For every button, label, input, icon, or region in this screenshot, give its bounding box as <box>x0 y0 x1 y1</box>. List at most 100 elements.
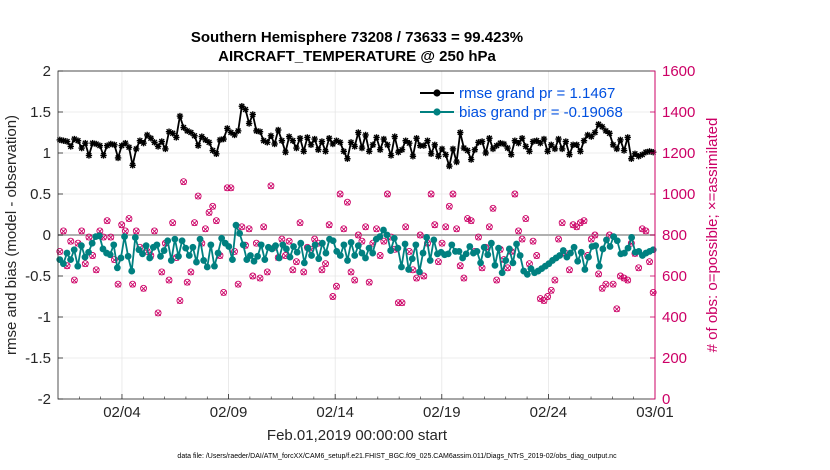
obs-assimilated-marker <box>551 277 558 284</box>
obs-assimilated-stroke <box>406 248 413 255</box>
bias-point <box>628 234 636 241</box>
rmse-point <box>515 139 522 147</box>
obs-possible-marker <box>300 268 308 276</box>
obs-assimilated-marker <box>617 273 624 280</box>
y-axis-left-ticks: 2 1.5 1 0.5 0 -0.5 -1 -1.5 -2 <box>25 63 63 408</box>
obs-assimilated-stroke <box>169 220 176 227</box>
star-stroke <box>544 148 551 155</box>
star-stroke <box>406 140 413 147</box>
obs-assimilated-marker <box>264 269 271 276</box>
legend-rmse-label: rmse grand pr = 1.1467 <box>459 85 615 102</box>
rmse-point <box>471 146 479 153</box>
obs-assimilated-stroke <box>257 275 263 282</box>
obs-assimilated-stroke <box>384 191 391 198</box>
bias-point <box>196 235 204 243</box>
obs-possible-marker <box>474 233 482 241</box>
obs-assimilated-marker <box>402 224 409 231</box>
star-stroke <box>333 137 340 144</box>
obs-assimilated-marker <box>213 218 220 224</box>
rmse-point <box>453 158 460 166</box>
rmse-point <box>457 129 464 136</box>
obs-assimilated-marker <box>126 216 132 222</box>
obs-possible-marker <box>434 258 442 266</box>
star-stroke <box>308 141 314 148</box>
star-stroke <box>184 127 191 134</box>
rmse-point <box>613 145 620 153</box>
star-stroke <box>453 159 460 165</box>
rmse-point <box>391 133 398 140</box>
y-right-tick-label: 600 <box>662 268 687 285</box>
obs-possible-marker <box>78 227 86 235</box>
bias-point <box>261 256 269 263</box>
bias-point <box>182 244 190 252</box>
obs-assimilated-stroke <box>417 232 424 239</box>
obs-assimilated-stroke <box>333 283 340 290</box>
obs-possible-marker <box>598 284 606 292</box>
obs-assimilated-stroke <box>366 279 373 286</box>
obs-assimilated-stroke <box>613 306 620 313</box>
star-stroke <box>402 137 409 144</box>
obs-possible-marker <box>81 260 89 268</box>
obs-possible-marker <box>380 237 388 245</box>
rmse-point <box>249 111 256 118</box>
obs-possible-marker <box>183 278 191 286</box>
bias-point <box>164 237 172 245</box>
y-right-tick-label: 400 <box>662 309 687 326</box>
obs-assimilated-marker <box>457 263 464 270</box>
obs-possible-marker <box>456 262 464 270</box>
obs-assimilated-marker <box>322 261 329 268</box>
rmse-point <box>482 149 489 157</box>
obs-assimilated-stroke <box>297 220 303 227</box>
rmse-point <box>384 141 391 148</box>
rmse-point <box>562 138 570 145</box>
obs-assimilated-marker <box>384 191 391 198</box>
obs-assimilated-stroke <box>340 226 347 233</box>
obs-assimilated-stroke <box>617 273 624 280</box>
rmse-point <box>293 144 300 152</box>
obs-assimilated-stroke <box>217 252 223 259</box>
obs-possible-marker <box>438 239 446 247</box>
obs-assimilated-marker <box>446 203 453 210</box>
rmse-point <box>74 137 82 144</box>
bias-point <box>556 252 564 259</box>
x-axis-ticks: 02/04 02/09 02/14 02/19 02/24 03/01 <box>79 394 674 421</box>
star-stroke <box>602 127 609 134</box>
obs-assimilated-marker <box>570 222 577 229</box>
star-stroke <box>362 132 369 138</box>
star-stroke <box>446 163 453 170</box>
obs-assimilated-stroke <box>151 228 158 235</box>
bias-point <box>214 249 222 257</box>
star-stroke <box>439 146 445 152</box>
rmse-point <box>366 148 373 155</box>
obs-assimilated-stroke <box>460 275 467 282</box>
obs-assimilated-stroke <box>642 228 649 235</box>
obs-assimilated-stroke <box>592 232 598 239</box>
star-stroke <box>217 136 223 143</box>
star-stroke <box>519 135 526 142</box>
obs-possible-marker <box>602 280 610 288</box>
star-stroke <box>133 146 140 152</box>
obs-assimilated-stroke <box>93 267 100 274</box>
star-stroke <box>606 130 613 137</box>
star-stroke <box>526 148 533 155</box>
obs-possible-marker <box>292 258 300 266</box>
obs-assimilated-marker <box>122 228 129 235</box>
obs-assimilated-marker <box>118 222 125 229</box>
obs-assimilated-stroke <box>129 281 136 288</box>
star-stroke <box>242 106 249 113</box>
y-axis-right-ticks: 1600 1400 1200 1000 800 600 400 200 0 <box>650 63 695 408</box>
y-right-tick-label: 1600 <box>662 63 695 80</box>
bias-point <box>200 257 208 264</box>
star-stroke <box>137 137 143 144</box>
obs-assimilated-stroke <box>453 226 460 233</box>
rmse-point <box>464 147 471 154</box>
bias-point <box>426 257 434 264</box>
star-stroke <box>315 146 322 153</box>
obs-assimilated-marker <box>555 236 562 243</box>
bias-point <box>477 259 484 267</box>
rmse-point <box>427 150 435 158</box>
star-stroke <box>282 149 289 156</box>
y-tick-label: 0.5 <box>30 186 51 203</box>
star-stroke <box>555 136 562 142</box>
obs-assimilated-stroke <box>220 289 227 296</box>
